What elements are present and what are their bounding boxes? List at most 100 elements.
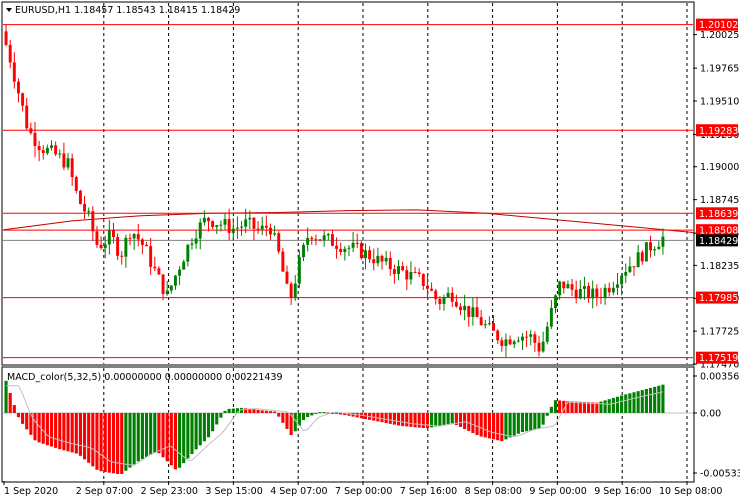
candle-body <box>297 257 301 284</box>
time-tick-label: 9 Sep 16:00 <box>594 486 651 497</box>
time-tick-label: 7 Sep 00:00 <box>335 486 392 497</box>
macd-bar <box>595 402 599 413</box>
candle-body <box>591 288 595 299</box>
macd-bar <box>330 412 334 414</box>
macd-bar <box>227 408 231 413</box>
grid-lines <box>103 3 688 481</box>
candle-body <box>302 244 305 258</box>
macd-bar <box>578 401 582 413</box>
candle-body <box>343 248 347 253</box>
level-tag <box>696 124 738 137</box>
candle-body <box>157 268 161 275</box>
macd-bar <box>8 392 12 413</box>
macd-bar <box>413 412 417 428</box>
macd-bar <box>475 412 479 436</box>
candle-body <box>644 242 648 262</box>
macd-bar <box>409 412 413 427</box>
macd-bar <box>306 412 310 418</box>
macd-bar <box>335 412 339 414</box>
candle-body <box>516 340 520 342</box>
candle-body <box>306 237 310 245</box>
candle-body <box>351 242 355 248</box>
macd-bar <box>611 397 615 413</box>
candle-body <box>603 287 607 298</box>
macd-bar <box>33 412 37 441</box>
candle-body <box>169 285 173 291</box>
candle-body <box>107 230 111 245</box>
macd-bar <box>95 412 99 470</box>
macd-bar <box>244 408 248 413</box>
macd-tick-label: 0.0035676 <box>700 372 740 383</box>
macd-bar <box>372 412 376 421</box>
macd-bar <box>392 412 396 425</box>
macd-bar <box>202 412 206 442</box>
macd-bar <box>186 412 190 459</box>
time-tick-label: 10 Sep 08:00 <box>659 486 722 497</box>
time-tick-label: 9 Sep 00:00 <box>529 486 586 497</box>
candle-body <box>132 234 136 239</box>
candle-body <box>128 237 132 239</box>
macd-bar <box>607 399 611 413</box>
candle-body <box>41 150 45 154</box>
macd-bar <box>644 389 648 413</box>
time-tick-label: 8 Sep 08:00 <box>465 486 522 497</box>
macd-bar <box>215 412 219 425</box>
macd-bar <box>318 412 322 414</box>
candle-body <box>450 292 454 302</box>
macd-bar <box>322 412 326 414</box>
candle-body <box>87 211 91 213</box>
macd-bar <box>458 412 463 428</box>
candle-body <box>380 255 384 262</box>
time-tick-label: 3 Sep 15:00 <box>205 486 262 497</box>
macd-bar <box>190 412 194 454</box>
macd-bar <box>99 412 103 472</box>
level-tag <box>696 224 738 237</box>
macd-bar <box>425 412 430 429</box>
candle-body <box>58 153 62 155</box>
macd-bar <box>211 412 215 432</box>
macd-bar <box>231 408 235 413</box>
candle-body <box>45 147 49 154</box>
candle-body <box>578 289 582 299</box>
macd-bar <box>273 411 277 413</box>
macd-bar <box>165 412 169 462</box>
candle-body <box>368 250 372 260</box>
macd-bar <box>574 401 578 413</box>
level-lines <box>3 24 693 359</box>
candle-body <box>364 250 367 259</box>
candle-body <box>492 323 496 331</box>
candle-body <box>173 275 177 286</box>
level-tag-label: 1.17985 <box>699 293 738 304</box>
candle-body <box>322 235 326 241</box>
collapse-triangle-icon[interactable] <box>6 8 12 12</box>
candle-body <box>285 271 289 284</box>
macd-bar <box>599 401 603 413</box>
macd-bar <box>260 410 264 413</box>
price-panel[interactable] <box>1 1 695 366</box>
candle-body <box>496 330 500 341</box>
candle-body <box>405 270 409 280</box>
candle-body <box>16 81 20 94</box>
macd-bar <box>301 412 306 421</box>
candle-body <box>54 145 58 155</box>
price-axis: 1.200251.197651.195101.192501.190001.187… <box>693 30 739 371</box>
macd-bar <box>144 412 149 458</box>
macd-bar <box>91 412 95 467</box>
candle-body <box>359 243 363 259</box>
macd-bar <box>74 412 78 454</box>
price-tick-label: 1.19000 <box>700 162 739 173</box>
macd-bar <box>438 412 442 426</box>
macd-bar <box>116 412 120 475</box>
macd-bar <box>268 411 273 413</box>
macd-bar <box>479 412 483 437</box>
candle-body <box>91 211 95 232</box>
macd-axis: 0.0035676 0.00 -0.0053316 <box>693 372 740 480</box>
macd-bar <box>591 402 595 413</box>
price-tick-label: 1.20025 <box>700 30 739 41</box>
macd-bar <box>570 401 574 413</box>
macd-bar <box>12 405 16 413</box>
macd-bar <box>587 402 591 413</box>
candle-body <box>397 266 400 275</box>
